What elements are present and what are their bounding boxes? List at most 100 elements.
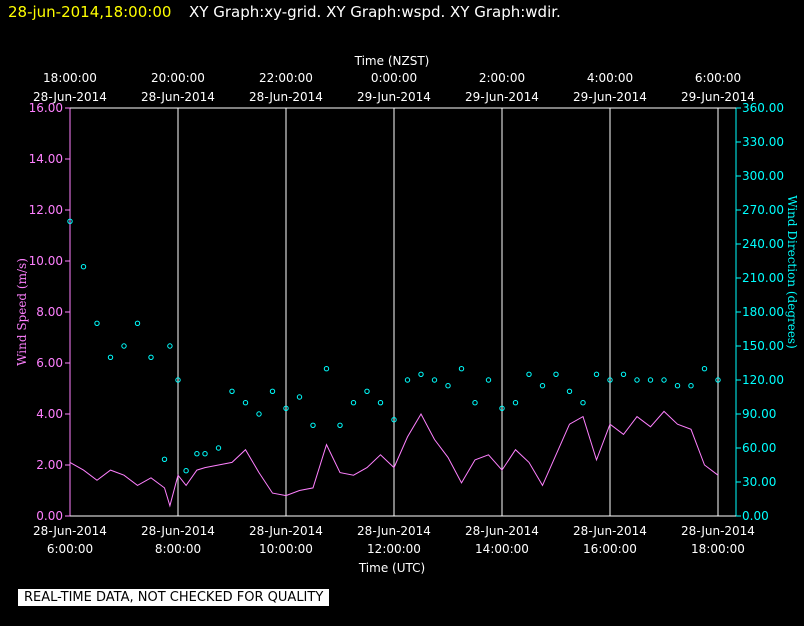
top-tick-date: 28-Jun-2014: [33, 90, 107, 104]
plot-axes: [69, 107, 737, 517]
bottom-tick-time: 10:00:00: [259, 542, 313, 556]
wind-speed-series: [69, 410, 719, 508]
wind-direction-point: [512, 400, 519, 406]
wind-direction-point: [283, 405, 289, 411]
header-graph-titles: XY Graph:xy-grid. XY Graph:wspd. XY Grap…: [189, 3, 561, 21]
y-right-tick-label: 360.00: [742, 101, 784, 115]
bottom-tick-date: 28-Jun-2014: [249, 524, 323, 538]
y-right-tick-label: 120.00: [742, 373, 784, 387]
wind-direction-point: [296, 394, 303, 400]
wind-direction-point: [391, 417, 397, 423]
wind-direction-point: [215, 445, 222, 451]
bottom-tick-time: 8:00:00: [155, 542, 201, 556]
wind-direction-point: [472, 400, 478, 406]
y-right-tick-label: 0.00: [742, 509, 769, 523]
wind-speed-line: [69, 410, 719, 508]
y-right-axis-title: Wind Direction (degrees): [785, 195, 799, 349]
y-right-tick-label: 300.00: [742, 169, 784, 183]
top-tick-date: 29-Jun-2014: [465, 90, 539, 104]
wind-direction-point: [715, 377, 721, 383]
bottom-tick-time: 18:00:00: [691, 542, 745, 556]
top-tick-date: 29-Jun-2014: [357, 90, 431, 104]
wind-direction-point: [161, 456, 168, 462]
y-right-tick-label: 30.00: [742, 475, 776, 489]
y-right-tick-label: 330.00: [742, 135, 784, 149]
bottom-axis-title: Time (UTC): [358, 561, 425, 575]
wind-direction-point: [634, 377, 640, 383]
wind-direction-point: [674, 383, 681, 389]
wind-direction-point: [431, 377, 438, 383]
wind-direction-point: [404, 377, 411, 383]
y-left-tick-label: 0.00: [36, 509, 63, 523]
wind-direction-point: [539, 383, 546, 389]
wind-direction-point: [67, 218, 73, 225]
vertical-gridlines: [177, 108, 719, 516]
wind-direction-point: [364, 388, 370, 394]
wind-direction-point: [229, 388, 235, 394]
wind-direction-point: [647, 377, 654, 383]
wind-direction-point: [701, 366, 708, 372]
top-tick-time: 22:00:00: [259, 71, 313, 85]
wind-direction-point: [445, 383, 451, 389]
wind-direction-point: [485, 377, 492, 383]
wind-direction-point: [350, 400, 357, 406]
y-right-tick-label: 90.00: [742, 407, 776, 421]
wind-direction-point: [194, 451, 200, 457]
y-left-tick-label: 6.00: [36, 356, 63, 370]
y-right-ticks: 0.00 30.00 60.00 90.00 120.00 150.00 180.00 210…: [736, 101, 784, 523]
top-axis-ticks: 18:00:00 28-Jun-2014 20:00:00 28-Jun-2014 22…: [33, 71, 755, 104]
top-tick-time: 2:00:00: [479, 71, 525, 85]
header-datetime: 28-jun-2014,18:00:00: [8, 3, 171, 21]
y-right-tick-label: 180.00: [742, 305, 784, 319]
y-right-tick-label: 60.00: [742, 441, 776, 455]
top-axis-title: Time (NZST): [354, 54, 430, 68]
wind-direction-point: [337, 422, 343, 428]
wind-direction-point: [242, 400, 249, 406]
wind-direction-point: [566, 388, 573, 394]
top-tick-date: 29-Jun-2014: [681, 90, 755, 104]
wind-direction-point: [121, 343, 127, 349]
bottom-tick-time: 12:00:00: [367, 542, 421, 556]
top-tick-time: 0:00:00: [371, 71, 417, 85]
wind-direction-point: [418, 371, 424, 377]
wind-direction-point: [269, 388, 276, 394]
bottom-axis-ticks: 28-Jun-2014 6:00:00 28-Jun-2014 8:00:00 28-J…: [33, 524, 755, 556]
wind-direction-point: [80, 264, 87, 270]
y-left-tick-label: 12.00: [29, 203, 63, 217]
wind-direction-point: [148, 354, 154, 360]
wind-direction-point: [607, 377, 613, 383]
y-left-tick-label: 8.00: [36, 305, 63, 319]
y-left-tick-label: 16.00: [29, 101, 63, 115]
top-tick-date: 28-Jun-2014: [249, 90, 323, 104]
wind-direction-series: [67, 218, 721, 474]
bottom-tick-date: 28-Jun-2014: [465, 524, 539, 538]
wind-direction-point: [688, 383, 694, 389]
y-right-tick-label: 150.00: [742, 339, 784, 353]
bottom-tick-date: 28-Jun-2014: [33, 524, 107, 538]
wind-direction-point: [458, 366, 465, 372]
top-tick-date: 28-Jun-2014: [141, 90, 215, 104]
y-right-tick-label: 240.00: [742, 237, 784, 251]
wind-direction-point: [167, 343, 173, 349]
y-left-tick-label: 4.00: [36, 407, 63, 421]
wind-direction-point: [183, 468, 189, 474]
wind-direction-point: [310, 422, 316, 428]
y-left-axis-title: Wind Speed (m/s): [15, 258, 29, 366]
y-right-tick-label: 270.00: [742, 203, 784, 217]
y-left-tick-label: 14.00: [29, 152, 63, 166]
bottom-tick-time: 14:00:00: [475, 542, 529, 556]
top-tick-time: 20:00:00: [151, 71, 205, 85]
top-tick-time: 4:00:00: [587, 71, 633, 85]
top-tick-date: 29-Jun-2014: [573, 90, 647, 104]
bottom-tick-date: 28-Jun-2014: [681, 524, 755, 538]
wind-direction-point: [499, 405, 505, 411]
bottom-tick-date: 28-Jun-2014: [141, 524, 215, 538]
wind-direction-point: [107, 354, 114, 360]
wind-direction-point: [94, 320, 100, 326]
wind-direction-point: [202, 451, 208, 457]
y-left-tick-label: 10.00: [29, 254, 63, 268]
wind-direction-point: [134, 320, 141, 326]
wind-direction-point: [526, 371, 532, 377]
bottom-tick-time: 6:00:00: [47, 542, 93, 556]
